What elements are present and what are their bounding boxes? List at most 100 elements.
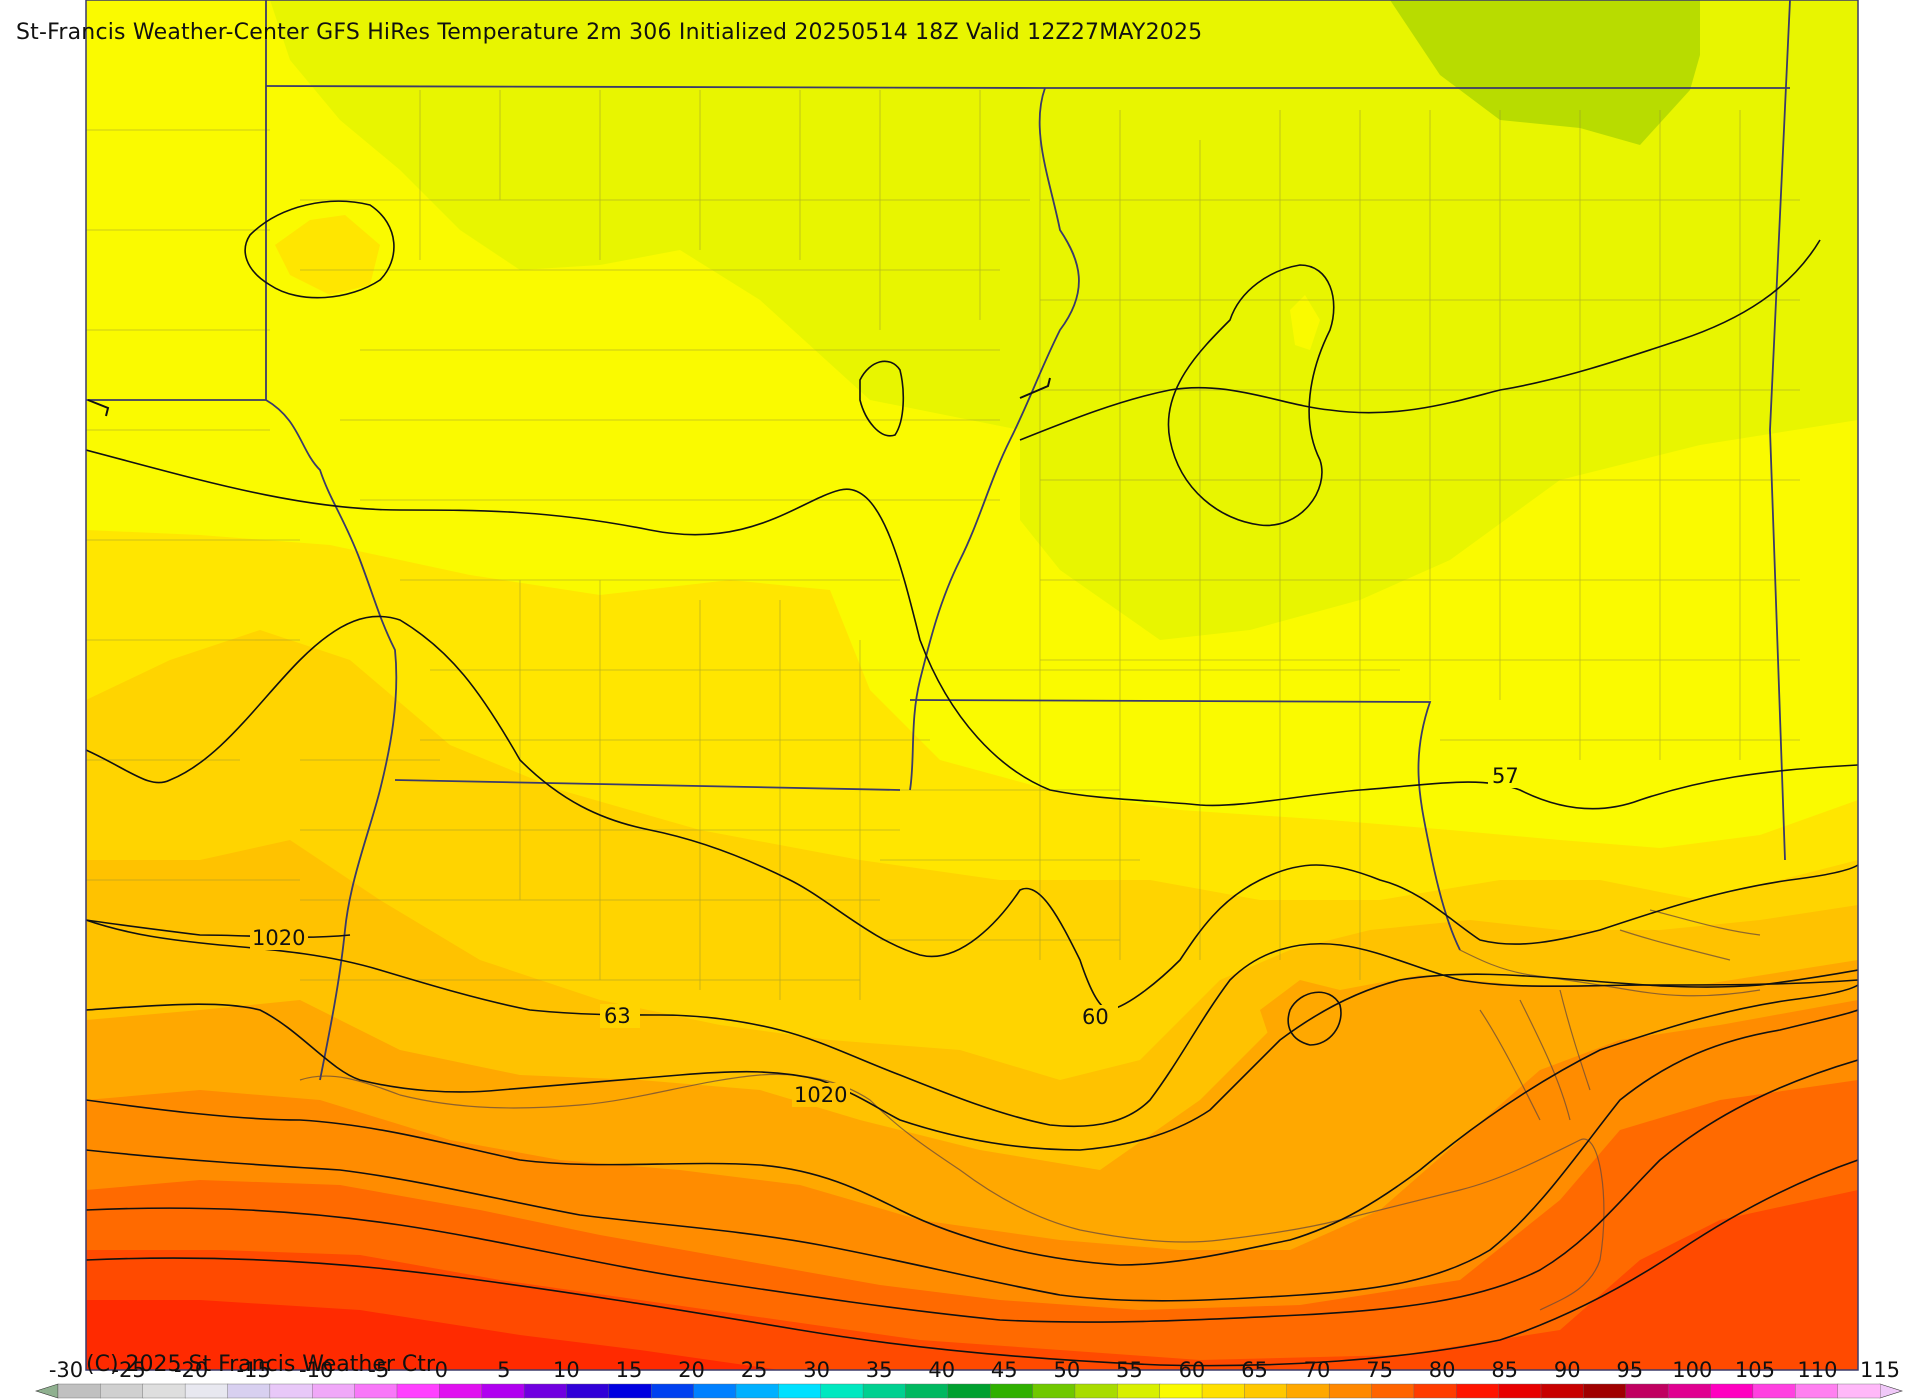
colorbar-swatch xyxy=(735,1383,780,1399)
wind-barbs xyxy=(87,377,1051,417)
colorbar-swatch xyxy=(142,1383,186,1399)
colorbar-swatch xyxy=(651,1383,695,1399)
colorbar-swatch xyxy=(1032,1383,1076,1399)
colorbar-swatch xyxy=(1456,1383,1500,1399)
coastline xyxy=(299,909,1761,1311)
contour-low-ne xyxy=(1167,264,1335,527)
contour-gulf-4 xyxy=(86,1159,1858,1367)
colorbar-swatch xyxy=(1795,1383,1839,1399)
county-borders xyxy=(86,90,1800,1000)
colorbar-tick-label: -30 xyxy=(49,1358,83,1382)
contour-57 xyxy=(86,449,1858,810)
colorbar-tick-label: 75 xyxy=(1366,1358,1393,1382)
colorbar-tick-label: 80 xyxy=(1429,1358,1456,1382)
colorbar-swatch xyxy=(820,1383,864,1399)
colorbar-tick-label: 30 xyxy=(803,1358,830,1382)
colorbar-swatch xyxy=(1625,1383,1669,1399)
colorbar-tick-label: 60 xyxy=(1179,1358,1206,1382)
colorbar-swatch xyxy=(227,1383,271,1399)
state-borders xyxy=(86,0,1791,1081)
colorbar-swatch xyxy=(1667,1383,1712,1399)
colorbar-min-arrow xyxy=(35,1383,59,1399)
colorbar-swatch xyxy=(57,1383,102,1399)
map-title: St-Francis Weather-Center GFS HiRes Temp… xyxy=(16,20,1203,45)
colorbar-swatch xyxy=(1371,1383,1415,1399)
colorbar-swatch xyxy=(100,1383,144,1399)
contour-label-1020-gulf: 1020 xyxy=(794,1083,847,1107)
colorbar-max-arrow xyxy=(1879,1383,1903,1399)
colorbar-tick-label: 115 xyxy=(1860,1358,1900,1382)
colorbar-tick-label: 85 xyxy=(1491,1358,1518,1382)
contour-gulf-1 xyxy=(86,984,1858,1266)
colorbar-tick-label: -10 xyxy=(299,1358,333,1382)
colorbar-swatch xyxy=(905,1383,949,1399)
contour-labels: 57 60 63 1020 1020 xyxy=(250,764,1532,1107)
colorbar-swatch xyxy=(1328,1383,1373,1399)
colorbar-swatch xyxy=(989,1383,1034,1399)
contour-lines xyxy=(86,200,1858,1367)
colorbar-tick-label: 105 xyxy=(1735,1358,1775,1382)
colorbar-tick-label: 15 xyxy=(616,1358,643,1382)
wind-barb-ar xyxy=(1019,377,1051,399)
contour-gulf-2 xyxy=(86,1009,1858,1302)
colorbar-swatch xyxy=(1498,1383,1542,1399)
colorbar-swatch xyxy=(778,1383,822,1399)
colorbar-swatch xyxy=(1244,1383,1288,1399)
colorbar-swatch xyxy=(1159,1383,1203,1399)
colorbar-tick-label: 35 xyxy=(866,1358,893,1382)
border-la-ms xyxy=(909,699,1461,951)
colorbar-swatch xyxy=(1583,1383,1627,1399)
colorbar-swatch xyxy=(312,1383,356,1399)
colorbar-tick-label: 95 xyxy=(1616,1358,1643,1382)
colorbar-swatch xyxy=(608,1383,652,1399)
colorbar-swatch xyxy=(693,1383,737,1399)
colorbar-tick-label: 5 xyxy=(497,1358,510,1382)
colorbar-tick-label: 45 xyxy=(991,1358,1018,1382)
colorbar-swatch xyxy=(523,1383,568,1399)
map-frame xyxy=(85,0,1859,1371)
fill-band-74 xyxy=(86,1300,780,1370)
contour-1020 xyxy=(86,969,1858,1151)
colorbar-swatch xyxy=(1074,1383,1119,1399)
contour-label-57: 57 xyxy=(1492,764,1519,788)
colorbar-tick-label: 100 xyxy=(1672,1358,1712,1382)
colorbar-tick-label: -5 xyxy=(368,1358,389,1382)
colorbar-swatch xyxy=(396,1383,441,1399)
border-tx-la-river xyxy=(265,399,398,1081)
wind-barb-west xyxy=(87,399,110,417)
copyright-notice: (C) 2025 St Francis Weather Ctr xyxy=(86,1352,435,1377)
border-ms-river xyxy=(909,87,1080,791)
contour-small-warm xyxy=(1287,991,1342,1046)
border-ms-al xyxy=(1769,0,1791,861)
colorbar-swatch xyxy=(1752,1383,1796,1399)
colorbar-swatch xyxy=(354,1383,398,1399)
colorbar-tick-label: 65 xyxy=(1241,1358,1268,1382)
colorbar-tick-label: -20 xyxy=(174,1358,208,1382)
contour-63 xyxy=(86,919,1858,1128)
colorbar-labels: -30 -25 -20 -15 -10 -5 0 5 10 15 20 25 30 35 40 45 50 55 6… xyxy=(49,1358,1900,1382)
colorbar-swatch xyxy=(947,1383,991,1399)
colorbar-swatch xyxy=(1837,1383,1881,1399)
colorbar-swatch xyxy=(862,1383,907,1399)
colorbar-tick-label: 0 xyxy=(435,1358,448,1382)
colorbar-swatch xyxy=(1413,1383,1457,1399)
colorbar-swatch xyxy=(1117,1383,1161,1399)
colorbar-swatch xyxy=(184,1383,229,1399)
border-ar-la xyxy=(394,779,901,791)
colorbar-tick-label: 20 xyxy=(678,1358,705,1382)
fill-spot-nw xyxy=(275,215,380,295)
contour-60 xyxy=(86,615,1858,1011)
temperature-fill-layer xyxy=(86,0,1858,1370)
contour-label-60: 60 xyxy=(1082,1005,1109,1029)
colorbar-swatch xyxy=(439,1383,483,1399)
colorbar-tick-label: 25 xyxy=(741,1358,768,1382)
border-ar-mo xyxy=(265,85,1046,89)
temperature-colorbar xyxy=(35,1383,1903,1399)
contour-gulf-3 xyxy=(86,1059,1858,1323)
fill-spot-warm xyxy=(1260,980,1345,1050)
contour-label-1020-west: 1020 xyxy=(252,926,305,950)
fill-band-72 xyxy=(86,1190,1858,1370)
colorbar-swatch xyxy=(1710,1383,1754,1399)
colorbar-tick-label: 10 xyxy=(553,1358,580,1382)
